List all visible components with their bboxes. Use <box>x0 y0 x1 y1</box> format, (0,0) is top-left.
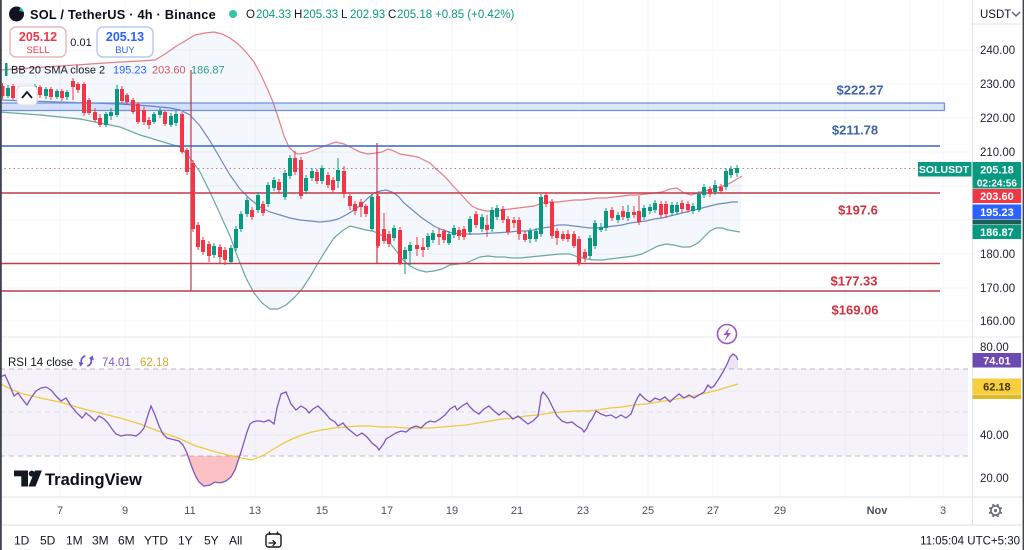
svg-text:BB 20 SMA close 2: BB 20 SMA close 2 <box>11 65 105 77</box>
svg-text:204.33: 204.33 <box>256 9 291 21</box>
svg-text:20.00: 20.00 <box>980 473 1009 485</box>
svg-text:240.00: 240.00 <box>980 45 1015 57</box>
svg-text:3M: 3M <box>92 534 109 548</box>
svg-text:O: O <box>246 9 255 21</box>
svg-text:13: 13 <box>249 505 261 517</box>
svg-text:H: H <box>294 9 302 21</box>
svg-text:SELL: SELL <box>26 45 49 56</box>
svg-text:5D: 5D <box>40 534 56 548</box>
svg-text:160.00: 160.00 <box>980 316 1015 328</box>
svg-text:25: 25 <box>642 505 654 517</box>
svg-text:$211.78: $211.78 <box>832 123 878 138</box>
svg-text:74.01: 74.01 <box>102 357 131 369</box>
svg-text:230.00: 230.00 <box>980 79 1015 91</box>
svg-text:205.18: 205.18 <box>397 9 432 21</box>
svg-text:SOLUSDT: SOLUSDT <box>919 164 970 176</box>
svg-text:205.33: 205.33 <box>303 9 338 21</box>
svg-text:15: 15 <box>316 505 328 517</box>
svg-text:02:24:56: 02:24:56 <box>977 179 1017 190</box>
svg-text:11:05:04 UTC+5:30: 11:05:04 UTC+5:30 <box>920 536 1020 548</box>
svg-text:11: 11 <box>184 505 195 517</box>
svg-text:USDT: USDT <box>980 9 1011 21</box>
svg-text:74.01: 74.01 <box>983 355 1011 367</box>
svg-text:186.87: 186.87 <box>191 65 225 77</box>
svg-text:180.00: 180.00 <box>980 249 1015 261</box>
svg-text:7: 7 <box>57 505 63 517</box>
svg-text:0.01: 0.01 <box>70 37 91 49</box>
svg-text:40.00: 40.00 <box>980 430 1009 442</box>
svg-text:23: 23 <box>577 505 589 517</box>
svg-text:5Y: 5Y <box>204 534 219 548</box>
svg-text:1Y: 1Y <box>178 534 193 548</box>
svg-text:29: 29 <box>774 505 786 517</box>
svg-text:202.93: 202.93 <box>350 9 385 21</box>
svg-text:$197.6: $197.6 <box>838 203 878 218</box>
svg-text:YTD: YTD <box>144 534 168 548</box>
svg-text:80.00: 80.00 <box>980 342 1009 354</box>
svg-text:3: 3 <box>940 505 946 517</box>
svg-text:17: 17 <box>381 505 393 517</box>
svg-text:220.00: 220.00 <box>980 113 1015 125</box>
svg-text:RSI 14 close: RSI 14 close <box>8 357 73 369</box>
svg-text:170.00: 170.00 <box>980 283 1015 295</box>
svg-text:205.18: 205.18 <box>980 164 1014 176</box>
svg-text:1D: 1D <box>14 534 30 548</box>
svg-text:TradingView: TradingView <box>45 471 142 489</box>
svg-text:210.00: 210.00 <box>980 147 1015 159</box>
svg-text:+0.85 (+0.42%): +0.85 (+0.42%) <box>435 9 514 21</box>
svg-text:195.23: 195.23 <box>113 65 147 77</box>
svg-text:62.18: 62.18 <box>140 357 169 369</box>
svg-text:C: C <box>388 9 396 21</box>
svg-text:203.60: 203.60 <box>152 65 186 77</box>
svg-text:6M: 6M <box>118 534 135 548</box>
svg-text:205.13: 205.13 <box>106 30 144 44</box>
svg-text:$169.06: $169.06 <box>832 303 879 318</box>
svg-text:21: 21 <box>511 505 523 517</box>
svg-text:$177.33: $177.33 <box>831 274 878 289</box>
svg-text:$222.27: $222.27 <box>837 83 884 98</box>
svg-text:186.87: 186.87 <box>980 227 1014 239</box>
svg-text:9: 9 <box>122 505 128 517</box>
svg-text:Nov: Nov <box>867 505 889 517</box>
svg-text:L: L <box>341 9 348 21</box>
svg-text:27: 27 <box>707 505 719 517</box>
svg-text:SOL / TetherUS · 4h · Binance: SOL / TetherUS · 4h · Binance <box>30 7 216 22</box>
svg-text:All: All <box>229 534 242 548</box>
svg-text:205.12: 205.12 <box>19 30 57 44</box>
svg-text:19: 19 <box>446 505 458 517</box>
svg-text:62.18: 62.18 <box>983 381 1011 393</box>
svg-text:BUY: BUY <box>115 45 135 56</box>
svg-text:195.23: 195.23 <box>980 207 1014 219</box>
svg-text:1M: 1M <box>66 534 83 548</box>
svg-text:203.60: 203.60 <box>980 191 1014 203</box>
